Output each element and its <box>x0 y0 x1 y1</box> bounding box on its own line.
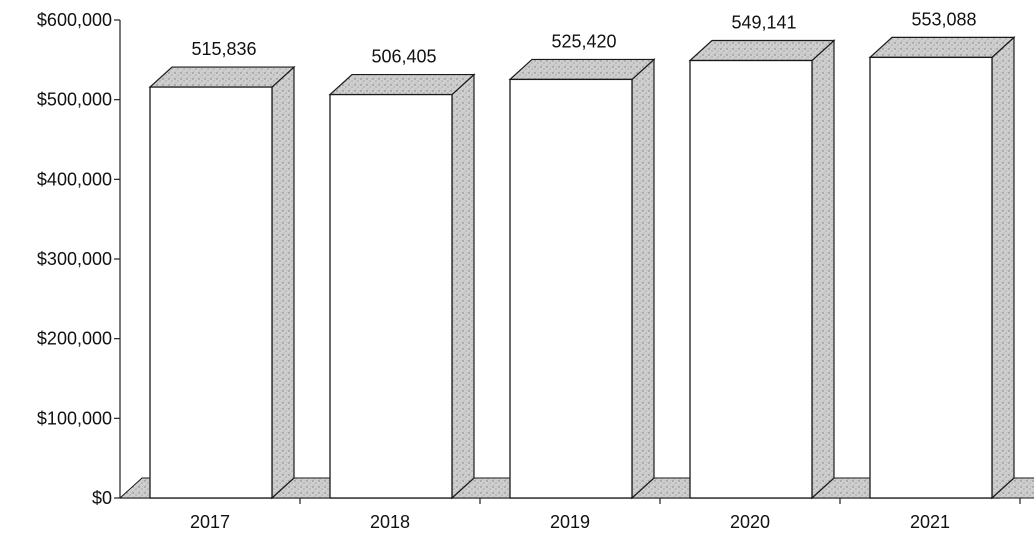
data-label: 553,088 <box>911 9 976 29</box>
bar-side <box>991 36 1015 500</box>
x-tick-label: 2018 <box>370 512 410 532</box>
x-tick-label: 2021 <box>910 512 950 532</box>
bar-top <box>508 58 656 81</box>
y-tick-label: $200,000 <box>37 329 112 349</box>
y-tick-label: $300,000 <box>37 249 112 269</box>
bar-side <box>451 73 475 500</box>
bars <box>148 36 1016 500</box>
bar-front <box>689 59 813 499</box>
x-axis-tick-labels: 2017 2018 2019 2020 2021 <box>190 512 950 532</box>
y-tick-label: $400,000 <box>37 169 112 189</box>
data-label: 525,420 <box>551 31 616 51</box>
data-labels: 515,836 506,405 525,420 549,141 553,088 <box>191 9 976 66</box>
bar-front <box>509 78 633 499</box>
bar-top <box>868 36 1016 58</box>
bar-front <box>149 86 273 499</box>
y-axis-tick-labels: $0 $100,000 $200,000 $300,000 $400,000 $500,0… <box>37 10 112 508</box>
bar-top <box>148 66 296 88</box>
y-tick-label: $600,000 <box>37 10 112 30</box>
bar-top <box>688 39 836 62</box>
bar-2019 <box>508 58 656 500</box>
y-tick-label: $500,000 <box>37 90 112 110</box>
x-tick-label: 2020 <box>730 512 770 532</box>
bar-front <box>869 56 993 499</box>
bar-top <box>328 73 476 96</box>
bar-2018 <box>328 73 476 500</box>
bar-side <box>271 65 295 500</box>
x-tick-label: 2019 <box>550 512 590 532</box>
y-tick-label: $100,000 <box>37 408 112 428</box>
bar-side <box>811 39 835 500</box>
x-tick-label: 2017 <box>190 512 230 532</box>
data-label: 506,405 <box>371 47 436 67</box>
bar-2020 <box>688 39 836 500</box>
bar-2017 <box>148 65 296 500</box>
data-label: 515,836 <box>191 39 256 59</box>
bar-front <box>329 93 453 499</box>
bar-side <box>631 58 655 500</box>
bar-2021 <box>868 36 1016 500</box>
y-tick-label: $0 <box>92 488 112 508</box>
data-label: 549,141 <box>731 13 796 33</box>
